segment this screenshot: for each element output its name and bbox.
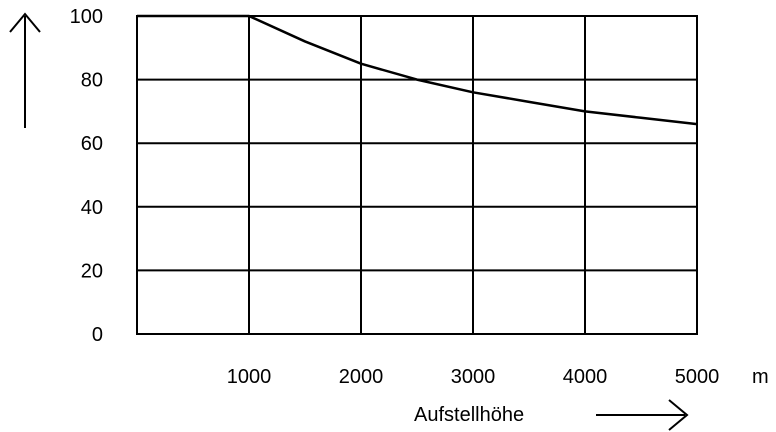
x-tick-label: 5000 xyxy=(675,366,720,388)
x-axis-arrow-icon xyxy=(596,399,689,431)
grid xyxy=(136,15,698,335)
x-axis-label: Aufstellhöhe xyxy=(414,404,524,426)
y-axis-arrow-icon xyxy=(9,12,41,128)
series-line xyxy=(137,14,698,126)
y-tick-label: 40 xyxy=(81,197,103,219)
y-tick-label: 0 xyxy=(92,324,103,346)
y-tick-labels: 0 20 40 60 80 100 xyxy=(70,6,103,346)
plot-frame xyxy=(136,15,698,335)
x-tick-label: 4000 xyxy=(563,366,608,388)
x-tick-labels: 1000 2000 3000 4000 5000 xyxy=(227,366,720,388)
y-tick-label: 80 xyxy=(81,70,103,92)
y-tick-label: 20 xyxy=(81,260,103,282)
x-axis-unit: m xyxy=(752,366,769,388)
x-tick-label: 2000 xyxy=(339,366,384,388)
series-group xyxy=(137,14,698,126)
y-tick-label: 100 xyxy=(70,6,103,28)
x-tick-label: 1000 xyxy=(227,366,272,388)
x-tick-label: 3000 xyxy=(451,366,496,388)
y-tick-label: 60 xyxy=(81,133,103,155)
